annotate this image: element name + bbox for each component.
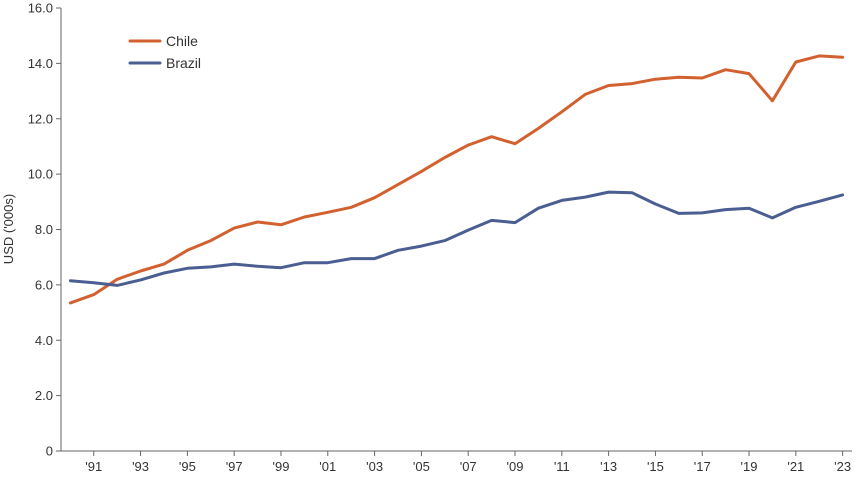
y-tick-label: 0 xyxy=(46,444,53,459)
x-axis: '91 '93 '95 '97 '99 '01 '03 '05 '07 '09 '11 '13 '15 '… xyxy=(61,450,852,474)
y-tick-label: 16.0 xyxy=(28,1,53,16)
y-tick-label: 6.0 xyxy=(35,277,53,292)
x-tick-label: '99 xyxy=(273,459,290,474)
series-layer xyxy=(68,54,845,305)
series-line-brazil xyxy=(68,190,845,287)
x-tick-label: '03 xyxy=(366,459,383,474)
x-tick-label: '07 xyxy=(460,459,477,474)
y-tick-label: 10.0 xyxy=(28,167,53,182)
y-tick-label: 2.0 xyxy=(35,388,53,403)
x-tick-label: '19 xyxy=(741,459,758,474)
x-tick-label: '93 xyxy=(132,459,149,474)
y-tick-label: 4.0 xyxy=(35,333,53,348)
x-tick-label: '15 xyxy=(647,459,664,474)
x-tick-label: '91 xyxy=(85,459,102,474)
legend-label-chile: Chile xyxy=(166,33,198,49)
x-tick-label: '11 xyxy=(554,459,570,474)
y-tick-label: 12.0 xyxy=(28,111,53,126)
y-tick-label: 14.0 xyxy=(28,56,53,71)
x-tick-label: '17 xyxy=(694,459,711,474)
x-tick-label: '13 xyxy=(600,459,617,474)
x-tick-label: '97 xyxy=(226,459,243,474)
x-tick-label: '21 xyxy=(787,459,804,474)
y-axis: 0 2.0 4.0 6.0 8.0 10.0 12.0 14.0 16.0 xyxy=(28,1,62,459)
legend-label-brazil: Brazil xyxy=(166,55,201,71)
y-tick-label: 8.0 xyxy=(35,222,53,237)
x-tick-label: '05 xyxy=(413,459,430,474)
legend: Chile Brazil xyxy=(128,33,201,71)
series-line-chile xyxy=(68,54,845,305)
x-tick-label: '09 xyxy=(507,459,524,474)
x-tick-label: '01 xyxy=(319,459,336,474)
y-axis-title: USD ('000s) xyxy=(1,194,16,264)
x-tick-label: '23 xyxy=(834,459,851,474)
x-tick-label: '95 xyxy=(179,459,196,474)
